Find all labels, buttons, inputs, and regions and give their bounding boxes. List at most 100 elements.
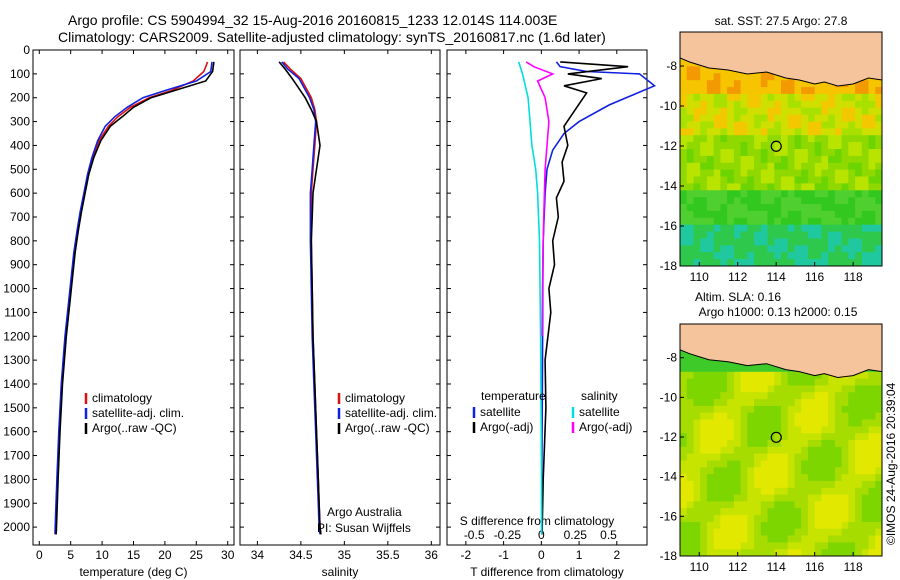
map-cell [794,433,802,441]
map-cell [868,446,876,455]
map-cell [767,183,775,191]
map-cell [774,80,782,88]
map-cell [787,142,795,150]
map-y-tick-label: -14 [660,179,678,193]
map-cell [733,521,742,530]
map-cell [781,190,789,198]
map-cell [821,371,829,380]
map-cell [680,162,688,171]
map-cell [781,245,789,253]
map-cell [875,176,882,184]
map-cell [706,412,715,421]
map-cell [767,80,775,88]
map-cell [834,494,843,502]
map-cell [754,487,762,496]
map-cell [727,480,735,489]
map-cell [693,446,701,455]
map-cell [794,460,802,468]
map-cell [686,542,694,550]
map-cell [875,474,882,482]
map-cell [781,114,789,123]
map-cell [814,135,822,143]
map-cell [861,426,870,434]
map-cell [767,176,775,184]
map-cell [747,378,755,386]
map-cell [794,542,802,550]
map-cell [794,114,802,123]
map-cell [754,128,762,136]
map-cell [700,399,708,407]
map-cell [727,155,735,164]
map-cell [713,487,721,496]
map-cell [727,162,735,171]
map-cell [747,467,755,475]
map-cell [801,392,809,400]
map-cell [686,399,694,407]
map-cell [807,528,816,537]
plot-frame [32,49,235,546]
map-cell [807,197,816,205]
map-cell [861,238,870,246]
map-cell [720,371,728,380]
map-cell [767,210,775,219]
map-cell [814,412,822,421]
map-cell [834,190,843,198]
map-cell [821,204,829,212]
map-cell [680,405,688,414]
map-cell [686,204,694,212]
map-cell [841,378,849,386]
map-cell [781,419,789,427]
map-cell [740,107,748,116]
map-cell [733,114,742,123]
map-cell [727,128,735,136]
map-cell [733,73,742,81]
map-cell [848,128,856,136]
map-cell [868,169,876,178]
map-cell [868,210,876,219]
map-cell [740,183,748,191]
map-cell [727,231,735,240]
map-cell [686,508,694,516]
map-cell [706,238,715,246]
map-cell [733,453,742,461]
map-cell [801,128,809,136]
map-cell [875,100,882,109]
map-cell [693,515,701,523]
map-cell [834,238,843,246]
map-cell [814,453,822,461]
map-cell [754,467,762,475]
map-cell [801,474,809,482]
map-cell [834,114,843,123]
map-cell [754,542,762,550]
map-cell [706,259,715,266]
map-cell [781,142,789,150]
map-cell [781,480,789,489]
map-cell [814,419,822,427]
map-cell [713,460,721,468]
map-cell [807,252,816,260]
map-cell [747,142,755,150]
map-cell [754,210,762,219]
map-cell [855,453,863,461]
map-cell [747,107,755,116]
map-cell [733,190,742,198]
map-cell [693,142,701,150]
map-cell [794,474,802,482]
map-cell [727,494,735,502]
map-cell [760,494,769,502]
map-cell [828,412,836,421]
map-cell [720,508,728,516]
map-cell [720,453,728,461]
map-cell [787,176,795,184]
map-cell [713,453,721,461]
x-tick-label: 10 [95,548,109,562]
map-cell [747,501,755,509]
x-tick-top-label: 0 [538,528,545,542]
map-cell [875,549,882,556]
map-cell [733,107,742,116]
map-cell [760,149,769,157]
map-cell [787,197,795,205]
series-line-argo-raw-qc- [55,61,215,535]
map-cell [834,521,843,530]
map-cell [680,440,688,448]
